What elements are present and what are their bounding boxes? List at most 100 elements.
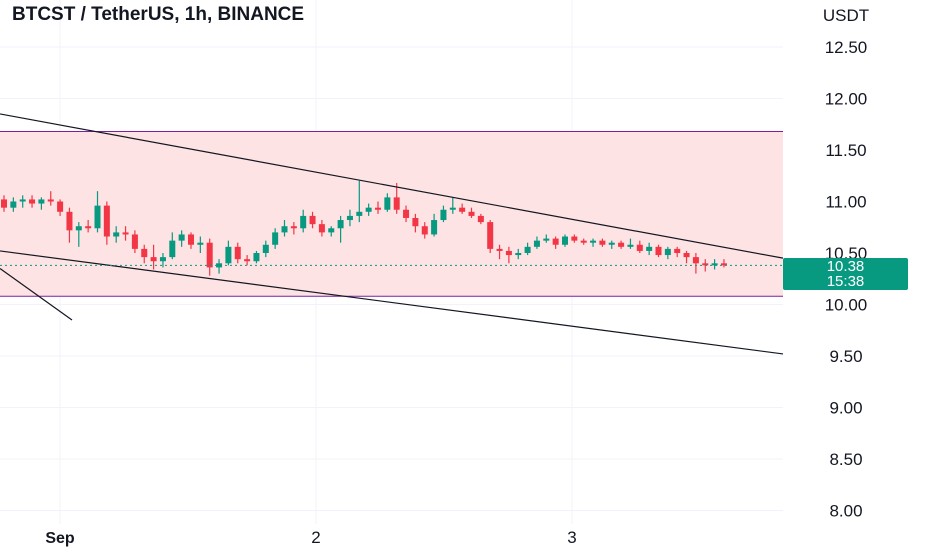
candle-body xyxy=(206,242,213,268)
candle-body xyxy=(272,232,279,245)
candle-countdown: 15:38 xyxy=(826,273,865,290)
candle xyxy=(384,193,391,212)
candle xyxy=(655,244,662,258)
candle xyxy=(440,205,447,223)
candle xyxy=(365,203,372,216)
candle xyxy=(346,209,353,227)
candle-body xyxy=(375,207,381,210)
candle-body xyxy=(85,226,92,229)
candle xyxy=(720,259,727,268)
candle xyxy=(543,234,550,243)
candle-body xyxy=(562,236,568,245)
candle xyxy=(75,222,82,247)
candle xyxy=(505,246,512,264)
candle-body xyxy=(403,209,410,218)
candle xyxy=(318,220,325,237)
candle xyxy=(188,232,194,249)
candle-body xyxy=(720,263,727,266)
candle-body xyxy=(655,246,662,256)
candle xyxy=(122,226,129,241)
candle xyxy=(262,240,269,258)
candle xyxy=(590,238,597,247)
candle xyxy=(103,201,110,245)
candle-body xyxy=(440,209,447,221)
candle xyxy=(272,228,279,249)
chart-title: BTCST / TetherUS, 1h, BINANCE xyxy=(12,4,305,25)
candle-body xyxy=(365,207,372,212)
price-tick-label: 9.00 xyxy=(829,399,862,418)
candle-body xyxy=(571,236,578,241)
time-tick-label: 3 xyxy=(567,528,576,547)
resistance-zone xyxy=(0,130,783,297)
candle-body xyxy=(57,201,64,212)
candle xyxy=(300,209,307,233)
candle-body xyxy=(636,244,643,251)
candle-body xyxy=(234,246,241,260)
candle-body xyxy=(328,228,335,233)
candle xyxy=(571,234,578,243)
time-axis[interactable]: Sep 2 3 xyxy=(45,528,576,547)
time-tick-label: 2 xyxy=(311,528,320,547)
candle xyxy=(66,207,73,243)
price-tick-label: 10.00 xyxy=(825,296,868,315)
short-trendline xyxy=(0,267,73,321)
candle-body xyxy=(188,234,194,245)
candle-body xyxy=(664,248,671,256)
candle xyxy=(141,244,148,264)
candle-body xyxy=(150,257,157,262)
price-tick-label: 11.50 xyxy=(825,141,866,160)
price-tick-label: 9.50 xyxy=(829,347,862,366)
candle-body xyxy=(711,263,718,266)
price-axis[interactable]: USDT 12.5012.0011.5011.0010.5010.009.509… xyxy=(823,6,869,521)
lower-trendline xyxy=(0,250,784,355)
price-axis-unit: USDT xyxy=(823,6,869,25)
candle-body xyxy=(346,215,353,221)
candle-body xyxy=(496,248,503,251)
candle-body xyxy=(169,240,176,258)
candle xyxy=(449,197,456,214)
candle xyxy=(94,191,101,233)
time-tick-label: Sep xyxy=(45,530,75,547)
last-price-tag: 10.38 15:38 xyxy=(783,258,908,290)
price-tick-label: 11.00 xyxy=(825,193,866,212)
candle-body xyxy=(618,242,625,247)
candle-body xyxy=(262,244,269,253)
candle-body xyxy=(66,211,73,231)
candle xyxy=(636,240,643,253)
candle xyxy=(459,203,466,214)
candle-body xyxy=(290,226,297,229)
candle xyxy=(131,230,138,253)
candle-body xyxy=(524,246,531,253)
candle xyxy=(627,238,634,249)
candle-body xyxy=(692,257,699,264)
candle-body xyxy=(487,222,494,249)
candle xyxy=(113,226,120,243)
candle xyxy=(403,205,410,223)
price-tick-label: 12.50 xyxy=(825,38,868,57)
candle-body xyxy=(309,215,316,225)
candle xyxy=(178,230,185,247)
upper-trendline xyxy=(0,113,784,259)
candle-body xyxy=(393,197,400,210)
candle xyxy=(599,238,606,247)
candle-body xyxy=(141,248,148,258)
candle xyxy=(533,236,540,249)
candle-body xyxy=(683,253,690,258)
candle xyxy=(356,180,363,223)
candle xyxy=(309,211,316,229)
candle xyxy=(197,236,204,253)
zone-fill xyxy=(0,131,783,297)
candle-body xyxy=(599,240,606,245)
candle xyxy=(477,213,484,225)
candle-body xyxy=(47,199,54,202)
candle xyxy=(487,220,494,253)
last-price-value: 10.38 xyxy=(826,258,865,275)
candle-body xyxy=(590,240,597,243)
candle-body xyxy=(431,220,438,235)
candle-body xyxy=(468,211,475,216)
price-tick-label: 8.00 xyxy=(829,502,862,521)
candle xyxy=(375,201,381,214)
candle xyxy=(1,195,7,212)
candle-body xyxy=(113,232,120,237)
